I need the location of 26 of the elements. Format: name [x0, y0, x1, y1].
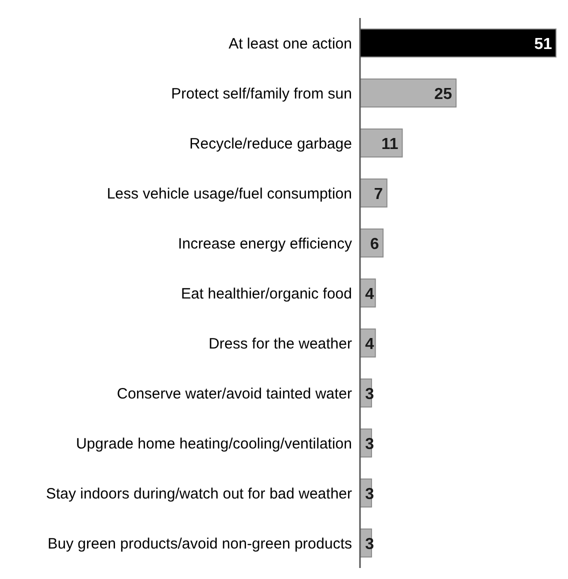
data-label: 6: [370, 236, 380, 253]
y-tick-label: Eat healthier/organic food: [181, 285, 352, 302]
data-label: 4: [365, 286, 374, 303]
data-label: 11: [381, 136, 398, 153]
y-tick-label: Upgrade home heating/cooling/ventilation: [76, 435, 352, 452]
data-label: 4: [365, 336, 374, 353]
y-tick-label: Dress for the weather: [208, 335, 352, 352]
data-label: 3: [365, 486, 374, 503]
data-label: 25: [434, 86, 452, 103]
y-tick-label: Less vehicle usage/fuel consumption: [106, 185, 352, 202]
y-tick-label: Recycle/reduce garbage: [189, 135, 352, 152]
y-tick-label: Increase energy efficiency: [178, 235, 352, 252]
y-tick-label: Protect self/family from sun: [171, 85, 352, 102]
y-tick-label: Buy green products/avoid non-green products: [48, 535, 352, 552]
bar: [360, 128, 403, 158]
data-label: 3: [365, 436, 374, 453]
bar: [360, 178, 388, 208]
data-label: 7: [374, 186, 383, 203]
bar: [360, 28, 556, 58]
data-label: 3: [365, 536, 374, 553]
y-tick-label: At least one action: [228, 35, 352, 52]
y-tick-label: Stay indoors during/watch out for bad weather: [46, 485, 352, 502]
data-label: 51: [534, 36, 552, 53]
y-tick-label: Conserve water/avoid tainted water: [116, 385, 352, 402]
bar: [360, 78, 457, 108]
data-label: 3: [365, 386, 374, 403]
